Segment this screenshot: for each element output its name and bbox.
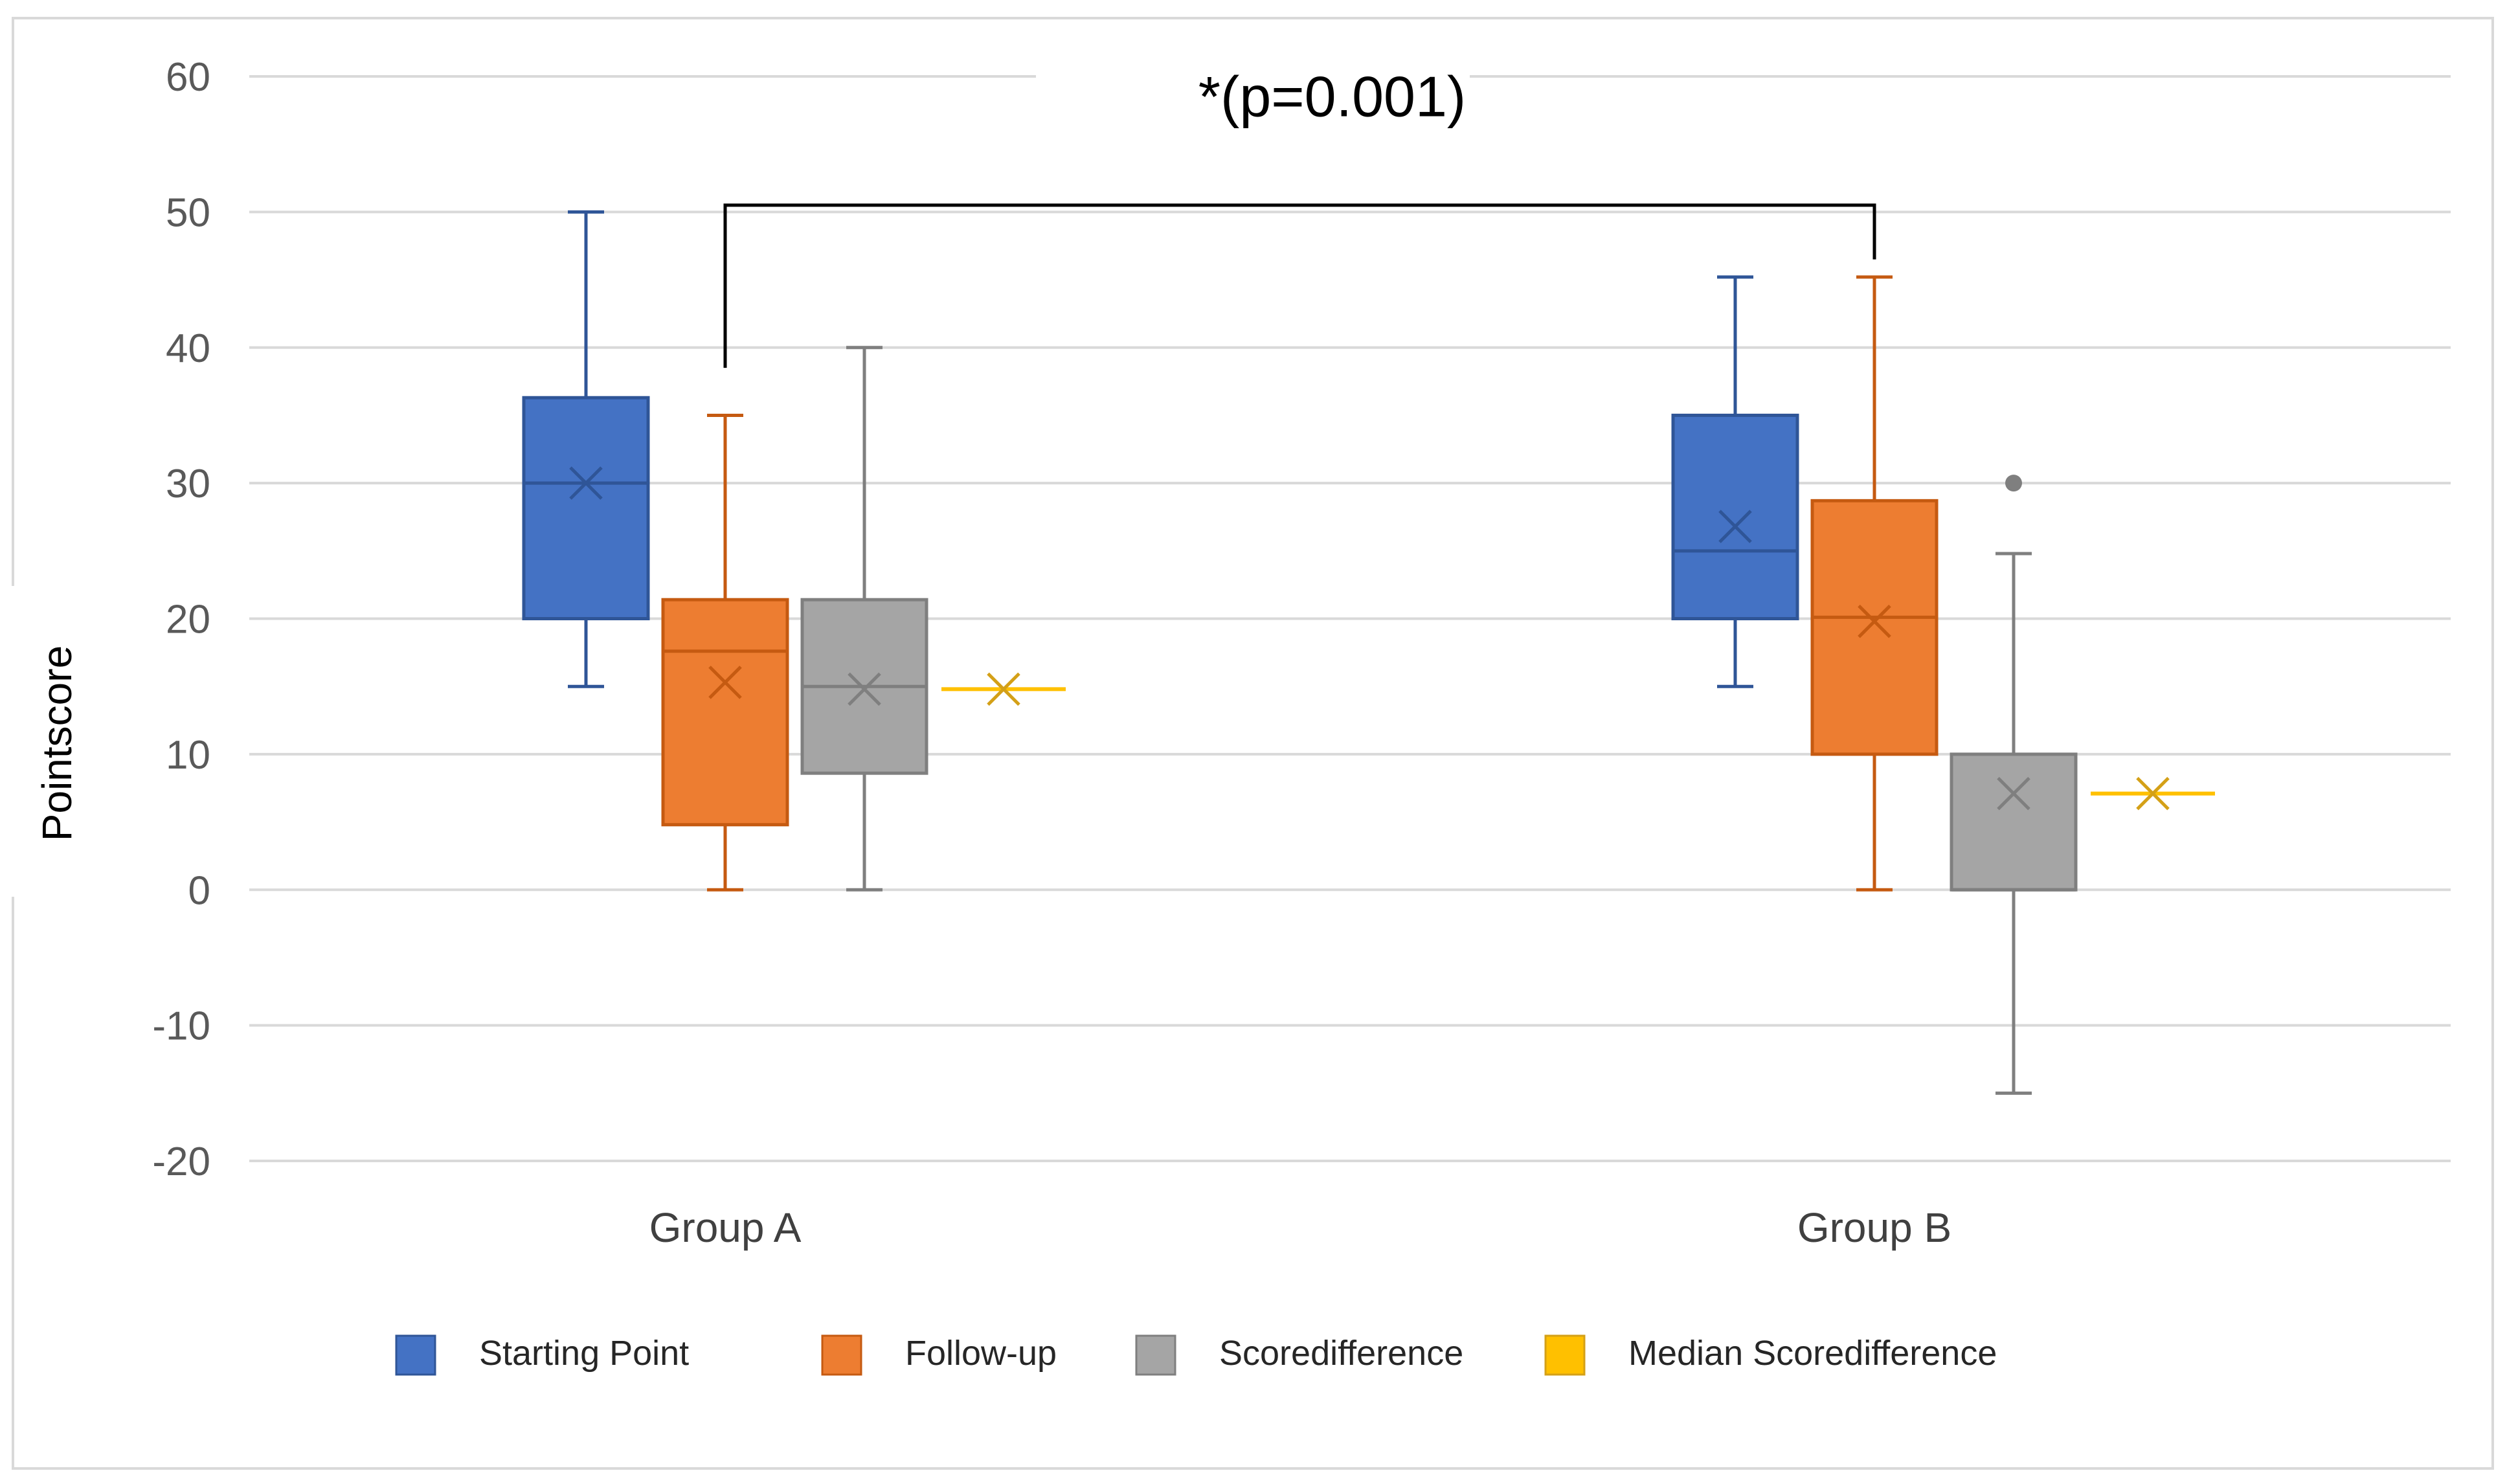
y-tick-label: -20	[152, 1140, 210, 1184]
box-starting-point-1	[522, 210, 650, 688]
annotation-background	[1036, 67, 1470, 145]
mean-marker	[708, 666, 742, 699]
iqr-box	[522, 396, 650, 620]
mean-marker	[848, 672, 881, 706]
legend: Starting Point Follow-up Scoredifference Me…	[395, 1334, 1997, 1376]
y-tick-label: 10	[166, 733, 210, 778]
mean-marker	[1997, 776, 2030, 811]
mean-marker	[569, 466, 603, 500]
legend-label: Median Scoredifference	[1628, 1334, 1997, 1373]
y-axis-label: Pointscore	[34, 646, 80, 841]
legend-swatch	[395, 1334, 436, 1376]
y-tick-label: 40	[166, 326, 210, 371]
iqr-box	[1950, 752, 2078, 892]
y-tick-label: 30	[166, 462, 210, 506]
y-tick-label: 0	[188, 868, 210, 913]
legend-swatch	[1135, 1334, 1176, 1376]
y-tick-label: 50	[166, 190, 210, 235]
legend-item: Starting Point	[395, 1334, 689, 1376]
box-series	[522, 210, 2215, 1095]
mean-marker	[987, 672, 1020, 706]
box-median-scoredifference-1	[941, 672, 1066, 706]
y-axis-ticks: 60 50 40 30 20 10 0 -10 -20	[152, 55, 210, 1184]
iqr-box	[1671, 413, 1799, 620]
y-tick-label: -10	[152, 1004, 210, 1049]
iqr-box	[661, 598, 789, 827]
legend-label: Scoredifference	[1219, 1334, 1463, 1373]
mean-marker	[1858, 604, 1891, 638]
category-label: Group A	[649, 1204, 802, 1251]
significance-annotation: *(p=0.001)	[723, 64, 1876, 368]
legend-swatch	[821, 1334, 862, 1376]
significance-bracket	[723, 203, 1876, 368]
box-median-scoredifference-2	[2091, 776, 2215, 811]
legend-label: Starting Point	[479, 1334, 689, 1373]
gridlines	[6, 67, 2451, 1162]
box-scoredifference-2	[1950, 475, 2078, 1095]
chart-border	[12, 17, 2494, 1470]
p-value-label: *(p=0.001)	[1198, 64, 1466, 128]
box-follow-up-2	[1810, 275, 1939, 892]
x-axis-categories: Group A Group B	[649, 1204, 1952, 1251]
y-tick-label: 60	[166, 55, 210, 100]
outlier-point	[2005, 475, 2022, 492]
legend-label: Follow-up	[905, 1334, 1057, 1373]
iqr-box	[1810, 499, 1939, 756]
legend-item: Follow-up	[821, 1334, 1057, 1376]
category-label: Group B	[1797, 1204, 1951, 1251]
legend-item: Median Scoredifference	[1544, 1334, 1997, 1376]
legend-item: Scoredifference	[1135, 1334, 1463, 1376]
mean-marker	[2136, 776, 2170, 811]
mean-marker	[1718, 510, 1752, 543]
box-starting-point-2	[1671, 275, 1799, 688]
box-follow-up-1	[661, 413, 789, 892]
y-tick-label: 20	[166, 598, 210, 642]
box-scoredifference-1	[800, 346, 928, 892]
axis-title-background	[6, 586, 104, 897]
legend-swatch	[1544, 1334, 1586, 1376]
